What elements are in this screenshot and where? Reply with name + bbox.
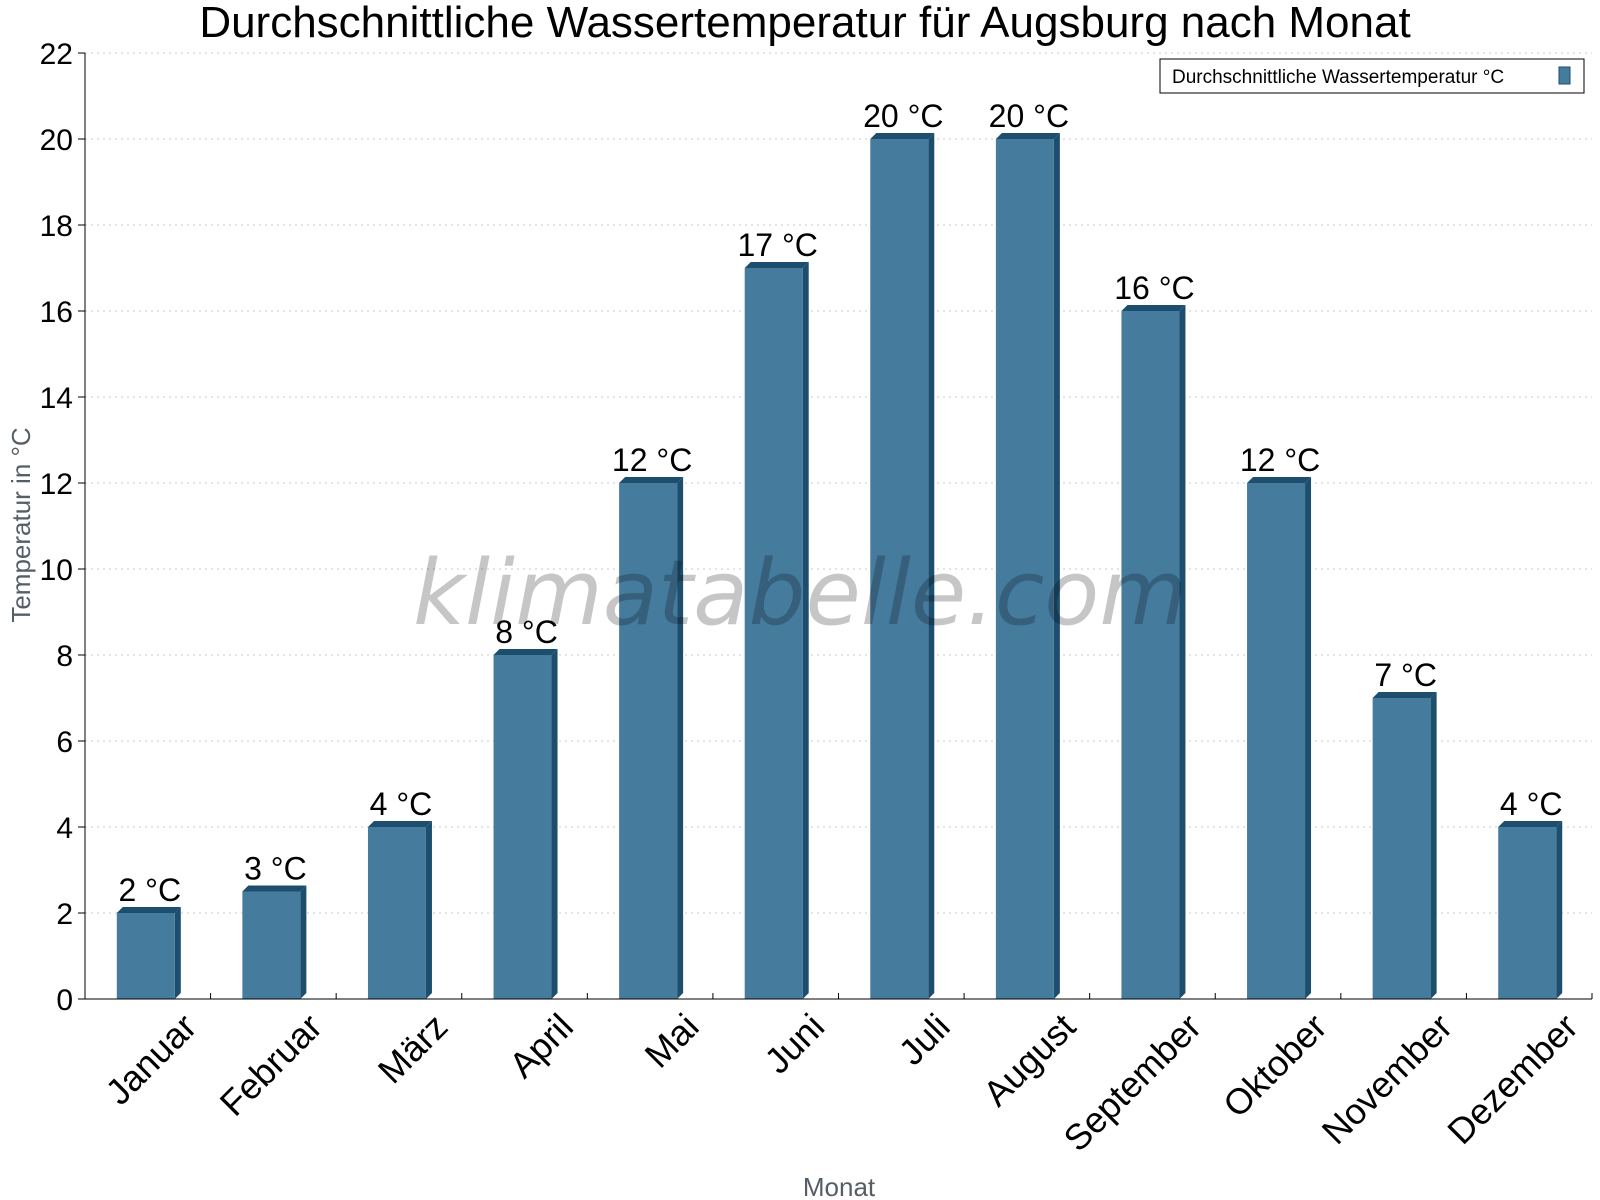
bar: [744, 268, 803, 999]
y-tick-label: 18: [40, 210, 73, 243]
bar-side: [677, 477, 684, 999]
grid-lines: [85, 52, 1592, 914]
x-tick-label: März: [370, 1006, 456, 1092]
bar-side: [1305, 477, 1312, 999]
bar: [1247, 483, 1306, 999]
x-tick-label: Februar: [212, 1006, 330, 1124]
data-label: 16 °C: [1114, 270, 1194, 306]
bar-side: [551, 649, 558, 999]
data-label: 8 °C: [495, 614, 558, 650]
bar: [995, 139, 1054, 999]
axes: [84, 53, 1592, 1000]
y-tick-label: 4: [56, 812, 73, 845]
y-tick-label: 10: [40, 554, 73, 587]
bar-side: [1053, 133, 1060, 999]
bar-top: [1121, 305, 1186, 311]
bar-side: [1556, 821, 1563, 999]
y-axis-ticks: 0 2 4 6 8 10 12 14 16 18 20 22: [40, 38, 85, 1017]
y-tick-label: 16: [40, 296, 73, 329]
y-tick-label: 20: [40, 124, 73, 157]
legend-box: [1159, 58, 1585, 94]
data-label: 3 °C: [244, 851, 307, 887]
bar: [870, 139, 929, 999]
bar-top: [619, 477, 684, 483]
bar-top: [1247, 477, 1312, 483]
bar-side: [1179, 305, 1186, 999]
bar-top: [242, 885, 307, 892]
bar-side: [425, 821, 432, 999]
x-tick-label: Oktober: [1215, 1006, 1335, 1126]
legend: Durchschnittliche Wassertemperatur °C: [1159, 58, 1585, 94]
bar: [367, 827, 426, 999]
x-tick-label: Mai: [637, 1006, 707, 1076]
bar-top: [995, 133, 1060, 139]
x-tick-label: September: [1055, 1006, 1209, 1160]
data-label: 7 °C: [1374, 657, 1437, 693]
bar-side: [802, 262, 809, 999]
bar-side: [1430, 692, 1437, 999]
y-tick-label: 8: [56, 640, 73, 673]
chart-title: Durchschnittliche Wassertemperatur für A…: [199, 0, 1410, 47]
bar-top: [493, 649, 558, 655]
bar: [493, 655, 552, 999]
bars: [116, 133, 1563, 999]
y-tick-label: 6: [56, 726, 73, 759]
bar-side: [174, 907, 181, 999]
bar-side: [928, 133, 935, 999]
x-axis-ticks: Januar Februar März April Mai Juni Juli AugustS…: [84, 993, 1593, 1160]
data-label: 12 °C: [612, 442, 692, 478]
data-label: 20 °C: [863, 98, 943, 134]
bar: [242, 891, 301, 999]
legend-label: Durchschnittliche Wassertemperatur °C: [1172, 67, 1504, 88]
x-axis-label: Monat: [803, 1172, 876, 1200]
bar-top: [744, 262, 809, 268]
x-tick-label: Juni: [756, 1006, 832, 1082]
bar: [1372, 698, 1431, 999]
x-tick-label: April: [501, 1006, 581, 1086]
y-tick-label: 12: [40, 468, 73, 501]
bar: [619, 483, 678, 999]
data-label: 4 °C: [1500, 786, 1563, 822]
bar: [116, 913, 175, 999]
data-label: 2 °C: [118, 872, 181, 908]
legend-swatch: [1558, 66, 1571, 85]
bar-top: [870, 133, 935, 139]
data-label: 12 °C: [1240, 442, 1320, 478]
data-label: 17 °C: [738, 227, 818, 263]
bar-top: [116, 907, 181, 913]
y-tick-label: 0: [56, 984, 73, 1017]
x-tick-label: Juli: [891, 1006, 958, 1073]
bar-top: [1372, 692, 1437, 698]
data-label: 4 °C: [370, 786, 433, 822]
x-tick-label: November: [1314, 1006, 1460, 1152]
watermark: klimatabelle.com: [413, 541, 1187, 646]
bar: [1498, 827, 1557, 999]
x-tick-label: Dezember: [1439, 1006, 1585, 1152]
bar-top: [1498, 821, 1563, 827]
x-tick-label: August: [975, 1006, 1083, 1114]
data-labels: 2 °C 3 °C 4 °C 8 °C 12 °C 17 °C 20 °C 20 °C 16 °…: [118, 98, 1562, 908]
x-tick-label: Januar: [97, 1006, 204, 1113]
bar-side: [300, 885, 307, 999]
y-tick-label: 2: [56, 898, 73, 931]
y-axis-label: Temperatur in °C: [6, 427, 36, 622]
data-label: 20 °C: [989, 98, 1069, 134]
bar-top: [367, 821, 432, 827]
y-tick-label: 14: [40, 382, 73, 415]
y-tick-label: 22: [40, 38, 73, 71]
bar: [1121, 311, 1180, 999]
